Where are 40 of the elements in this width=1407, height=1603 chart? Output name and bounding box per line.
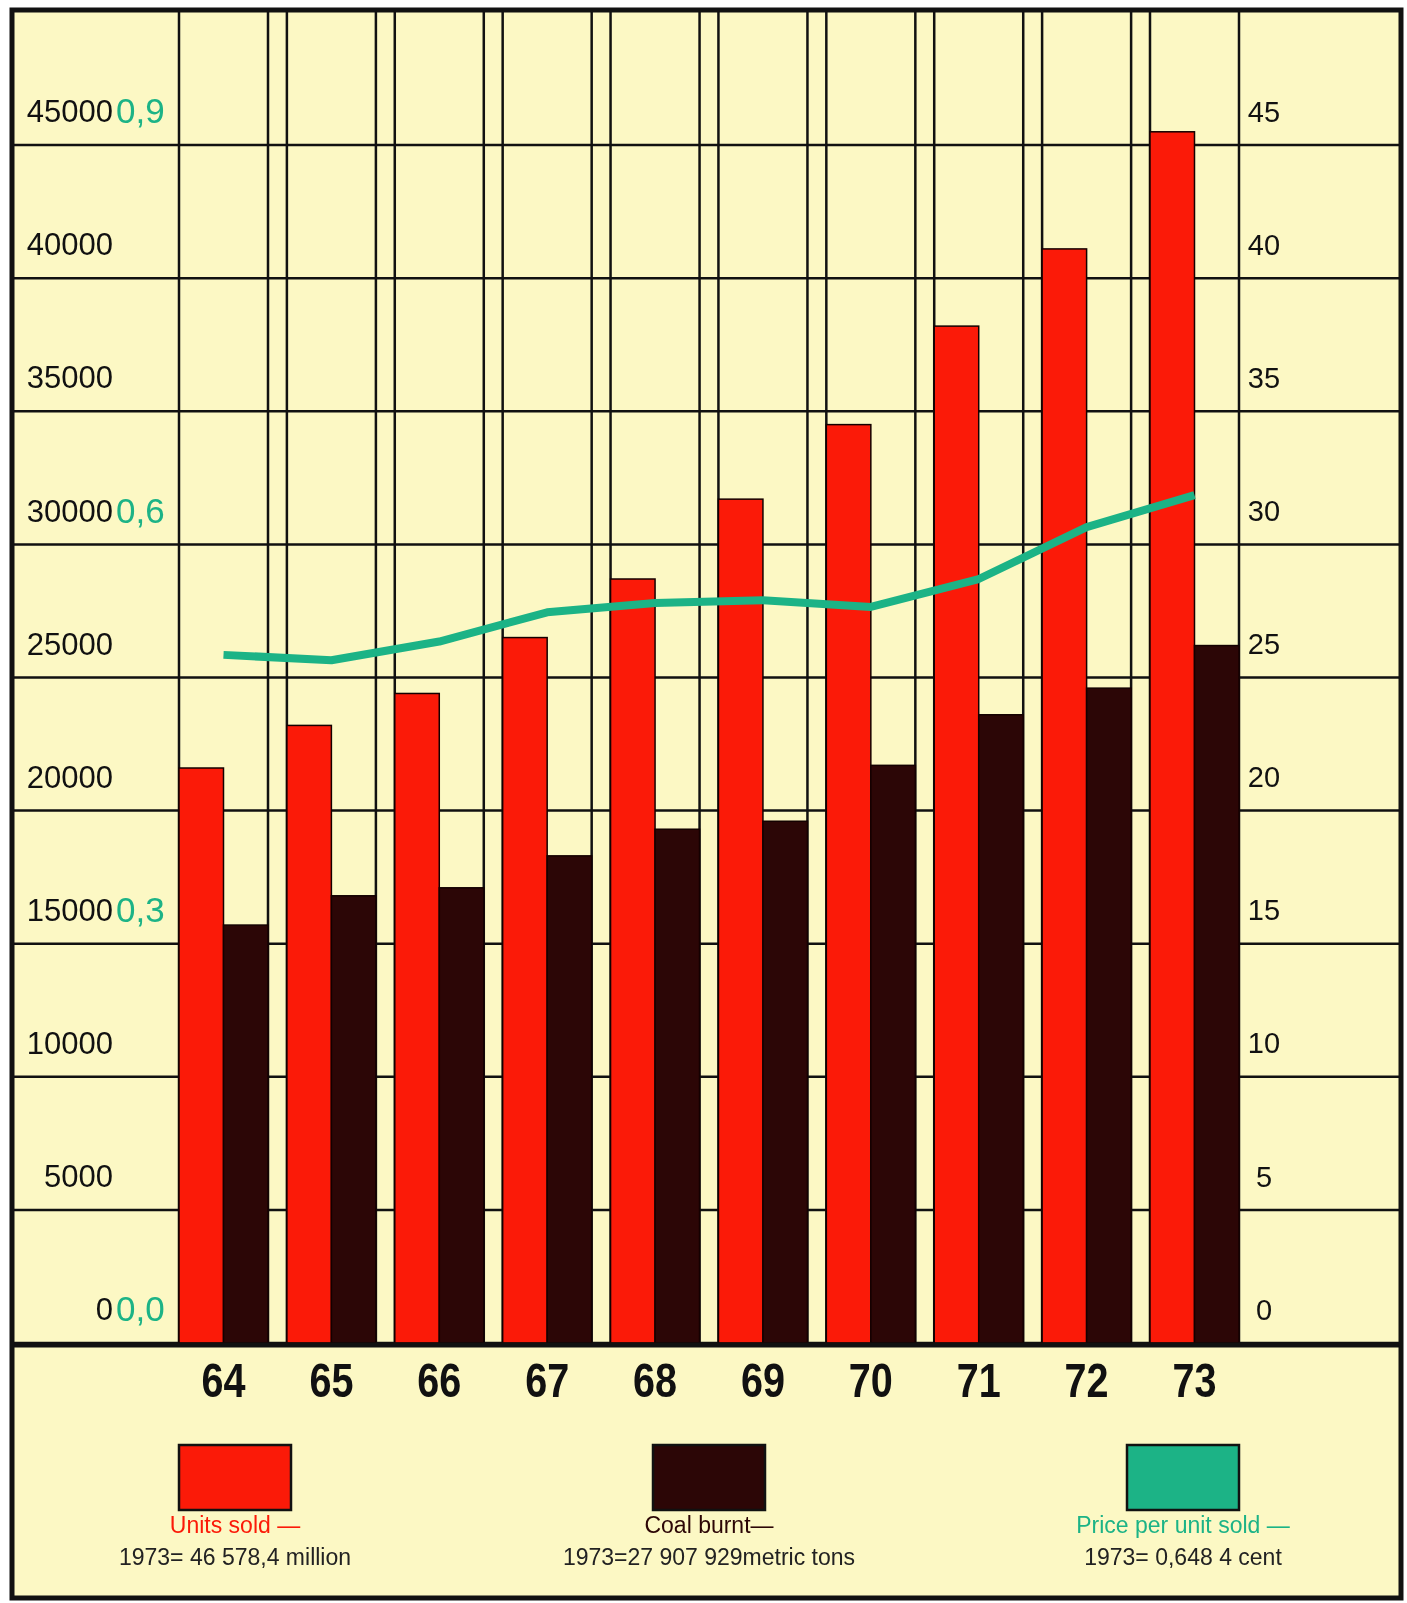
x-tick-label: 66: [417, 1354, 471, 1407]
text: Price per unit sold —: [1076, 1512, 1290, 1538]
x-tick-label: 69: [740, 1354, 795, 1407]
y2-tick-label: 30: [1247, 495, 1281, 528]
x-tick-label: 64: [201, 1354, 255, 1407]
y-tick-label: 30000: [26, 493, 113, 529]
y3-tick-label: 0,6: [116, 490, 165, 530]
y-tick-label: 10000: [26, 1025, 113, 1061]
y2-tick-label: 45: [1247, 95, 1281, 128]
text: Coal burnt—: [644, 1512, 774, 1538]
text: 1973= 0,648 4 cent: [1084, 1544, 1283, 1570]
y-tick-label: 5000: [44, 1159, 113, 1195]
y-tick-label: 25000: [26, 626, 113, 662]
x-tick-label: 65: [309, 1354, 363, 1407]
x-tick-label: 72: [1064, 1354, 1118, 1407]
y2-tick-label: 5: [1255, 1160, 1273, 1193]
x-tick-label: 70: [848, 1354, 903, 1407]
y2-tick-label: 20: [1247, 761, 1281, 794]
y-tick-label: 0: [95, 1292, 113, 1328]
y3-tick-label: 0,3: [116, 889, 165, 929]
x-tick-label: 71: [956, 1354, 1011, 1407]
y-tick-label: 20000: [26, 759, 113, 795]
y2-tick-label: 25: [1247, 628, 1281, 661]
y2-tick-label: 10: [1247, 1027, 1281, 1060]
y-tick-label: 45000: [26, 94, 113, 130]
y2-tick-label: 35: [1247, 361, 1281, 394]
y2-tick-label: 40: [1247, 228, 1281, 261]
y-tick-label: 35000: [26, 360, 113, 396]
text: 1973=27 907 929metric tons: [562, 1544, 856, 1570]
x-tick-label: 67: [525, 1354, 579, 1407]
text: 1973= 46 578,4 million: [118, 1544, 352, 1570]
y3-tick-label: 0,0: [116, 1289, 165, 1329]
x-tick-label: 73: [1172, 1354, 1226, 1407]
y-tick-label: 40000: [26, 227, 113, 263]
y3-tick-label: 0,9: [116, 91, 165, 131]
y2-tick-label: 15: [1247, 894, 1281, 927]
x-tick-label: 68: [633, 1354, 687, 1407]
y-tick-label: 15000: [26, 892, 113, 928]
y2-tick-label: 0: [1255, 1293, 1273, 1326]
text: Units sold —: [169, 1512, 301, 1538]
